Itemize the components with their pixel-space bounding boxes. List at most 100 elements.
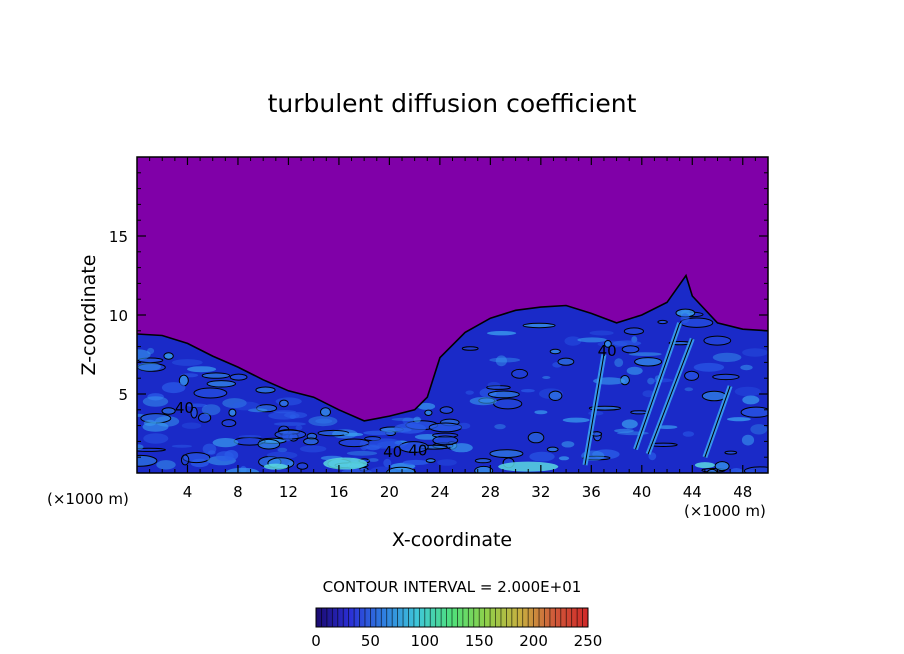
- x-tick-label: 4: [183, 483, 193, 501]
- turbulence-eddy: [727, 417, 751, 422]
- x-tick-label: 48: [733, 483, 752, 501]
- x-tick-label: 28: [481, 483, 500, 501]
- turbulence-eddy: [180, 454, 190, 466]
- turbulence-eddy: [642, 390, 655, 398]
- turbulent-detail: [137, 308, 768, 473]
- turbulence-eddy: [724, 450, 738, 455]
- turbulence-eddy: [582, 455, 611, 461]
- contour-labels: 40 40 40 40: [175, 342, 617, 461]
- turbulence-streak-contour: [704, 385, 731, 458]
- contour-label: 40: [175, 399, 194, 417]
- turbulence-eddy: [315, 418, 333, 424]
- turbulence-eddy: [542, 376, 551, 379]
- turbulence-streak-contour: [635, 322, 681, 450]
- turbulence-eddy: [198, 412, 212, 423]
- turbulence-eddy: [680, 313, 690, 324]
- turbulence-eddy: [741, 434, 755, 446]
- surface-maximum: [263, 463, 288, 470]
- turbulence-eddy: [439, 406, 454, 414]
- turbulence-eddy: [614, 428, 634, 433]
- turbulence-eddy: [161, 407, 176, 415]
- x-tick-label: 44: [683, 483, 702, 501]
- surface-maximum: [694, 462, 715, 469]
- turbulence-eddy: [486, 385, 511, 390]
- turbulence-eddy: [495, 355, 507, 367]
- turbulence-eddy: [714, 461, 730, 472]
- turbulence-eddy: [137, 447, 166, 452]
- turbulence-eddy: [222, 398, 247, 409]
- turbulence-eddy: [341, 468, 372, 473]
- turbulence-eddy: [634, 357, 663, 367]
- turbulence-eddy: [279, 399, 289, 408]
- turbulence-eddy: [368, 438, 403, 449]
- colorbar-tick-label: 250: [574, 632, 603, 650]
- turbulence-eddy: [703, 335, 732, 346]
- turbulence-eddy: [143, 419, 156, 426]
- turbulence-eddy: [487, 390, 520, 399]
- turbulence-eddy: [527, 431, 545, 444]
- turbulence-eddy: [682, 431, 695, 437]
- turbulence-eddy: [193, 387, 228, 399]
- turbulence-eddy: [317, 429, 350, 437]
- y-tick-label: 10: [109, 307, 128, 325]
- turbulence-eddy: [255, 386, 276, 394]
- turbulence-eddy: [457, 422, 471, 430]
- x-tick-label: 24: [430, 483, 449, 501]
- turbulence-eddy: [247, 408, 268, 413]
- surface-maximum: [323, 457, 368, 470]
- turbulence-eddy: [742, 395, 760, 405]
- x-tick-label: 36: [582, 483, 601, 501]
- turbulence-eddy: [229, 373, 248, 381]
- turbulence-eddy: [684, 387, 694, 392]
- colorbar-ticks: 0 50 100 150 200 250: [311, 632, 602, 650]
- turbulence-eddy: [546, 446, 559, 453]
- turbulence-eddy: [437, 459, 457, 466]
- x-tick-label: 12: [279, 483, 298, 501]
- turbulence-eddy: [137, 444, 144, 450]
- turbulence-eddy: [161, 382, 186, 394]
- turbulence-eddy: [359, 439, 369, 451]
- turbulence-eddy: [143, 433, 169, 444]
- turbulence-eddy: [589, 330, 614, 336]
- turbulence-eddy: [735, 469, 757, 473]
- turbulence-eddy: [647, 377, 655, 385]
- turbulence-eddy: [432, 435, 459, 446]
- turbulence-eddy: [190, 406, 198, 419]
- turbulence-eddy: [171, 444, 192, 448]
- turbulence-eddy: [320, 407, 331, 417]
- turbulence-eddy: [413, 416, 421, 423]
- turbulence-eddy: [295, 425, 303, 431]
- turbulence-eddy: [656, 425, 678, 429]
- turbulence-eddy: [701, 390, 727, 402]
- turbulence-eddy: [564, 336, 582, 346]
- turbulence-eddy: [216, 451, 234, 462]
- turbulence-eddy: [289, 414, 296, 419]
- turbulence-eddy: [346, 450, 378, 456]
- turbulence-eddy: [621, 419, 638, 429]
- turbulence-eddy: [424, 409, 433, 416]
- y-axis-ticks: 5 10 15: [109, 172, 768, 458]
- turbulence-eddy: [621, 345, 640, 354]
- turbulence-eddy: [147, 393, 164, 401]
- colorbar: 0 50 100 150 200 250: [311, 607, 602, 650]
- contour-label: 40: [598, 342, 617, 360]
- y-axis-label: Z-coordinate: [78, 255, 100, 376]
- turbulence-eddy: [266, 451, 298, 460]
- turbulence-eddy: [558, 456, 570, 461]
- x-tick-label: 16: [329, 483, 348, 501]
- turbulence-eddy: [156, 460, 176, 470]
- turbulence-eddy: [604, 340, 612, 348]
- turbulence-eddy: [275, 397, 302, 406]
- turbulence-eddy: [428, 422, 463, 433]
- turbulence-eddy: [529, 451, 555, 462]
- turbulence-eddy: [137, 454, 158, 467]
- turbulence-eddy: [202, 443, 217, 455]
- turbulence-eddy: [303, 437, 319, 446]
- turbulence-eddy: [402, 459, 430, 466]
- colorbar-frame: [315, 607, 589, 628]
- turbulence-eddy: [425, 458, 436, 463]
- turbulence-eddy: [493, 398, 523, 410]
- colorbar-tick-label: 100: [410, 632, 439, 650]
- turbulence-eddy: [562, 417, 590, 423]
- y-tick-label: 5: [118, 386, 128, 404]
